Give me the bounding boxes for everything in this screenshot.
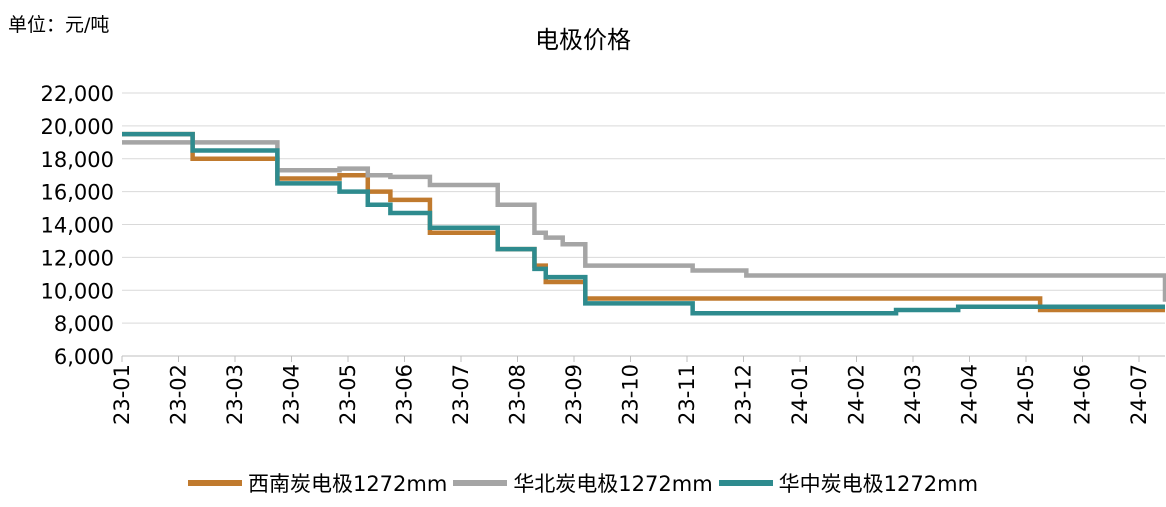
x-tick-label: 23-05 xyxy=(336,364,360,425)
legend-label-north: 华北炭电极1272mm xyxy=(513,472,713,496)
x-tick-label: 23-12 xyxy=(732,364,756,425)
legend-label-central: 华中炭电极1272mm xyxy=(778,472,979,496)
y-tick-label: 16,000 xyxy=(41,181,114,205)
y-tick-label: 22,000 xyxy=(41,82,114,106)
legend-swatch-central xyxy=(718,480,773,486)
x-tick-label: 24-05 xyxy=(1014,364,1038,425)
legend-swatch-north xyxy=(453,480,508,486)
gridlines xyxy=(122,92,1165,324)
legend: 西南炭电极1272mm 华北炭电极1272mm 华中炭电极1272mm xyxy=(0,468,1166,498)
x-tick-label: 24-01 xyxy=(788,364,812,425)
legend-item-central: 华中炭电极1272mm xyxy=(718,468,979,498)
x-tick-label: 24-03 xyxy=(901,364,925,425)
y-tick-label: 20,000 xyxy=(41,115,114,139)
x-tick-label: 23-03 xyxy=(223,364,247,425)
y-tick-label: 10,000 xyxy=(41,279,114,303)
x-tick-label: 23-02 xyxy=(167,364,191,425)
series-lines xyxy=(122,131,1166,316)
series-line-2 xyxy=(122,131,1165,316)
x-axis: 23-01 23-02 23-03 23-04 23-05 23-06 23-07 23-08… xyxy=(110,355,1165,425)
chart-title: 电极价格 xyxy=(535,26,631,54)
x-tick-label: 23-06 xyxy=(393,364,417,425)
legend-label-southwest: 西南炭电极1272mm xyxy=(247,472,448,496)
series-line-1 xyxy=(122,140,1166,302)
x-tick-label: 24-06 xyxy=(1071,364,1095,425)
x-tick-label: 24-07 xyxy=(1127,364,1151,425)
x-tick-label: 24-02 xyxy=(845,364,869,425)
x-tick-label: 23-09 xyxy=(562,364,586,425)
y-tick-label: 6,000 xyxy=(54,345,114,369)
line-chart: 6,000 8,000 10,000 12,000 14,000 16,000 18,000… xyxy=(41,82,1166,425)
legend-item-southwest: 西南炭电极1272mm xyxy=(187,468,448,498)
y-tick-label: 14,000 xyxy=(41,214,114,238)
x-tick-label: 23-10 xyxy=(619,364,643,425)
x-tick-label: 23-08 xyxy=(506,364,530,425)
legend-swatch-southwest xyxy=(187,480,242,486)
y-tick-label: 8,000 xyxy=(54,312,114,336)
x-tick-label: 23-11 xyxy=(675,364,699,425)
x-tick-label: 23-07 xyxy=(449,364,473,425)
y-tick-label: 12,000 xyxy=(41,246,114,270)
unit-label: 单位：元/吨 xyxy=(8,14,110,36)
y-tick-label: 18,000 xyxy=(41,148,114,172)
x-tick-label: 24-04 xyxy=(958,364,982,425)
legend-item-north: 华北炭电极1272mm xyxy=(453,468,713,498)
x-tick-label: 23-01 xyxy=(110,364,134,425)
x-tick-label: 23-04 xyxy=(280,364,304,425)
y-tick-labels: 6,000 8,000 10,000 12,000 14,000 16,000 18,000… xyxy=(41,82,114,369)
